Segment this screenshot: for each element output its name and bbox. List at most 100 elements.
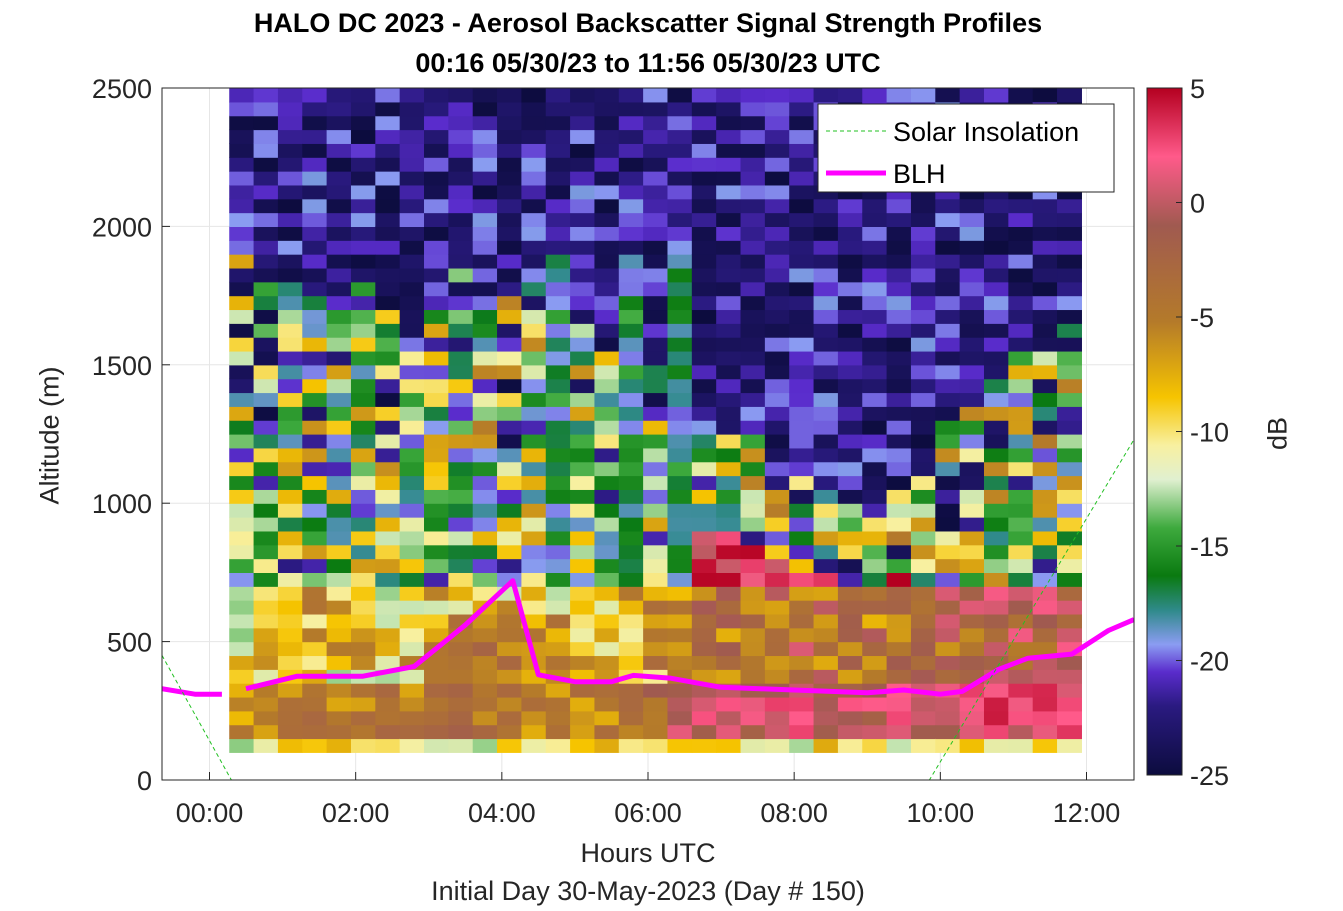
heatmap-cell [545, 627, 571, 643]
heatmap-cell [521, 738, 547, 753]
y-tick-label: 1500 [92, 351, 152, 381]
heatmap-cell [521, 198, 547, 214]
heatmap-cell [618, 143, 644, 158]
heatmap-cell [667, 641, 693, 657]
heatmap-cell [448, 309, 474, 324]
heatmap-cell [837, 337, 863, 352]
heatmap-cell [1057, 586, 1082, 601]
heatmap-cell [983, 600, 1009, 615]
heatmap-cell [277, 309, 303, 324]
heatmap-cell [764, 447, 790, 463]
heatmap-cell [959, 461, 985, 477]
heatmap-cell [667, 323, 693, 338]
heatmap-cell [545, 240, 571, 255]
heatmap-cell [1032, 198, 1058, 214]
solar-insolation-line [162, 439, 1134, 780]
heatmap-cell [691, 143, 717, 158]
heatmap-cell [253, 184, 279, 200]
heatmap-cell [667, 461, 693, 477]
heatmap-cell [740, 724, 766, 740]
heatmap-cell [399, 88, 425, 103]
heatmap-cell [1032, 420, 1058, 435]
heatmap-cell [472, 696, 498, 712]
heatmap-cell [886, 655, 912, 670]
heatmap-cell [277, 447, 303, 463]
heatmap-cell [716, 88, 742, 103]
heatmap-cell [326, 613, 352, 629]
heatmap-cell [910, 586, 936, 601]
heatmap-cell [618, 240, 644, 255]
heatmap-cell [570, 406, 596, 421]
heatmap-cell [594, 295, 620, 311]
heatmap-cell [1032, 572, 1058, 587]
heatmap-cell [740, 572, 766, 587]
heatmap-cell [448, 364, 474, 380]
heatmap-cell [472, 129, 498, 144]
heatmap-cell [1032, 558, 1058, 573]
heatmap-cell [472, 212, 498, 227]
heatmap-cell [399, 586, 425, 601]
heatmap-cell [253, 503, 279, 518]
heatmap-cell [448, 447, 474, 463]
heatmap-cell [594, 724, 620, 740]
heatmap-cell [618, 530, 644, 546]
heatmap-cell [813, 240, 839, 255]
heatmap-cell [1032, 461, 1058, 477]
heatmap-cell [1032, 350, 1058, 366]
heatmap-cell [1008, 240, 1034, 255]
heatmap-cell [594, 710, 620, 726]
heatmap-cell [448, 378, 474, 394]
heatmap-cell [229, 392, 255, 407]
heatmap-cell [618, 489, 644, 504]
heatmap-cell [497, 600, 522, 615]
heatmap-cell [667, 295, 693, 311]
heatmap-cell [594, 683, 620, 698]
heatmap-cell [643, 710, 669, 726]
heatmap-cell [472, 434, 498, 449]
heatmap-cell [277, 350, 303, 366]
heatmap-cell [326, 544, 352, 560]
heatmap-cell [789, 641, 815, 657]
heatmap-cell [497, 240, 522, 255]
heatmap-cell [253, 309, 279, 324]
heatmap-cell [935, 226, 961, 241]
heatmap-cell [570, 475, 596, 490]
heatmap-cell [545, 434, 571, 449]
heatmap-cell [789, 392, 815, 407]
heatmap-cell [618, 600, 644, 615]
heatmap-cell [521, 572, 547, 587]
heatmap-cell [350, 641, 376, 657]
heatmap-cell [886, 406, 912, 421]
heatmap-cell [253, 323, 279, 338]
heatmap-cell [886, 198, 912, 214]
heatmap-cell [277, 254, 303, 269]
heatmap-cell [545, 724, 571, 740]
heatmap-cell [643, 364, 669, 380]
heatmap-cell [302, 447, 328, 463]
heatmap-cell [277, 572, 303, 587]
heatmap-cell [935, 240, 961, 255]
heatmap-cell [716, 503, 742, 518]
heatmap-cell [302, 115, 328, 131]
heatmap-cell [910, 475, 936, 490]
heatmap-cell [643, 226, 669, 241]
heatmap-cell [375, 530, 401, 546]
heatmap-cell [862, 655, 888, 670]
heatmap-cell [618, 267, 644, 283]
heatmap-cell [910, 710, 936, 726]
heatmap-cell [1008, 392, 1034, 407]
heatmap-cell [448, 683, 474, 698]
heatmap-cell [813, 350, 839, 366]
heatmap-cell [813, 655, 839, 670]
heatmap-cell [497, 88, 522, 103]
heatmap-cell [935, 364, 961, 380]
heatmap-cell [618, 683, 644, 698]
heatmap-cell [497, 392, 522, 407]
heatmap-cell [326, 295, 352, 311]
heatmap-cell [545, 406, 571, 421]
heatmap-cell [983, 627, 1009, 643]
heatmap-cell [424, 323, 449, 338]
heatmap-cell [886, 710, 912, 726]
heatmap-cell [448, 434, 474, 449]
heatmap-cell [959, 655, 985, 670]
